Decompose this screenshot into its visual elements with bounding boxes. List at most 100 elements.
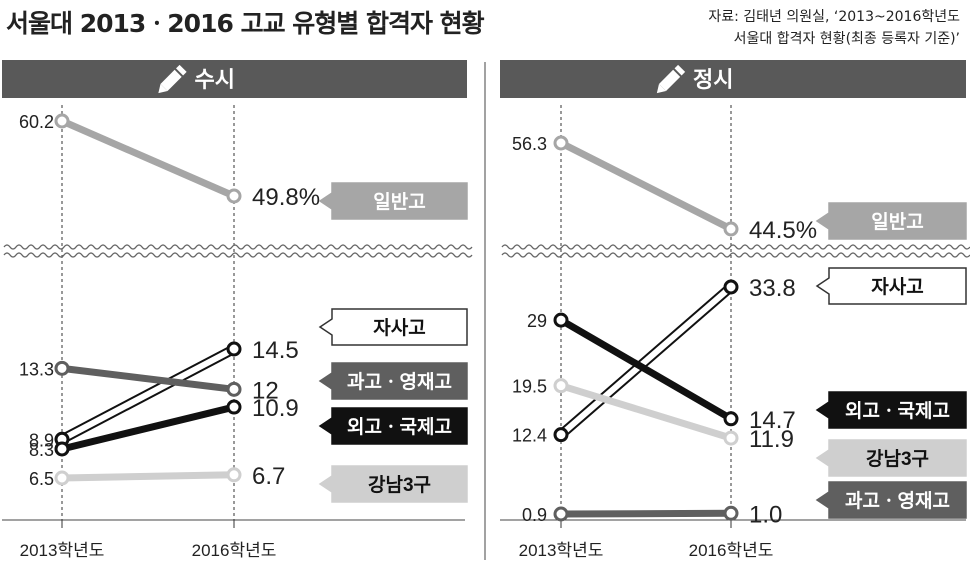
legend-label: 외고ㆍ국제고	[845, 400, 950, 422]
end-value-label: 49.8%	[252, 184, 320, 211]
end-value-label: 14.5	[252, 337, 299, 364]
series-line	[60, 346, 236, 442]
pencil-eraser	[674, 64, 686, 76]
data-point	[226, 467, 242, 483]
series-강남3구: 19.5 11.9 강남3구	[512, 377, 967, 477]
series-line	[559, 139, 733, 233]
chart-title: 서울대 2013ㆍ2016 고교 유형별 합격자 현황	[6, 9, 485, 38]
legend-label: 과고ㆍ영재고	[347, 371, 452, 393]
panel-susi: 수시 2013학년도 2016학년도 60.2 49.8% 일반고 8.9 14.5 자사고 13…	[2, 60, 473, 560]
start-value-label: 6.5	[29, 469, 54, 489]
legend-callout-box	[815, 202, 967, 240]
legend-callout-box	[815, 267, 967, 305]
panel-header	[500, 60, 966, 98]
series-line	[60, 117, 236, 200]
legend-label: 강남3구	[866, 448, 929, 470]
legend-callout-box	[318, 407, 468, 445]
axis-break-wave	[3, 244, 473, 250]
legend-callout-box	[815, 439, 967, 477]
legend-callout-box	[815, 391, 967, 429]
legend-label: 일반고	[373, 191, 425, 213]
series-외고ㆍ국제고: 8.3 10.9 외고ㆍ국제고	[29, 395, 468, 460]
legend-callout-box	[318, 308, 468, 346]
pencil-icon	[656, 64, 686, 94]
x-tick-label: 2016학년도	[192, 541, 277, 560]
legend-callout-box	[318, 362, 468, 400]
axis-break-wave	[3, 252, 473, 258]
data-point	[54, 360, 70, 376]
data-point	[723, 279, 739, 295]
data-point	[226, 341, 242, 357]
end-value-label: 11.9	[749, 426, 794, 453]
pencil-icon	[158, 64, 187, 94]
data-point	[553, 427, 569, 443]
data-point	[553, 135, 569, 151]
series-강남3구: 6.5 6.7 강남3구	[29, 463, 468, 503]
legend-label: 과고ㆍ영재고	[845, 490, 950, 512]
end-value-label: 1.0	[749, 501, 782, 528]
x-tick-label: 2013학년도	[519, 541, 604, 560]
legend-callout-box	[318, 182, 468, 220]
data-point	[54, 441, 70, 457]
pencil-body	[658, 69, 681, 92]
data-point	[553, 378, 569, 394]
start-value-label: 60.2	[19, 112, 54, 132]
data-point	[723, 505, 739, 521]
pencil-tip	[158, 83, 168, 94]
series-과고ㆍ영재고: 0.9 1.0 과고ㆍ영재고	[522, 481, 967, 528]
panel-jeongsi: 정시 2013학년도 2016학년도 56.3 44.5% 일반고 12.4 33.8 자사고 2…	[500, 60, 970, 560]
x-tick-label: 2013학년도	[20, 541, 105, 560]
data-point	[553, 506, 569, 522]
panel-title: 수시	[195, 67, 235, 92]
series-자사고: 12.4 33.8 자사고	[512, 267, 967, 446]
start-value-label: 13.3	[19, 359, 54, 379]
series-일반고: 60.2 49.8% 일반고	[19, 112, 468, 220]
start-value-label: 12.4	[512, 426, 547, 446]
end-value-label: 12	[252, 377, 279, 404]
series-line	[61, 364, 235, 393]
start-value-label: 56.3	[512, 134, 547, 154]
start-value-label: 8.9	[29, 430, 54, 450]
start-value-label: 29	[527, 311, 547, 331]
data-point	[54, 470, 70, 486]
series-line	[61, 471, 235, 482]
data-point	[226, 188, 242, 204]
series-line	[560, 509, 732, 518]
data-point	[54, 113, 70, 129]
end-value-label: 10.9	[252, 395, 299, 422]
start-value-label: 8.3	[29, 440, 54, 460]
end-value-label: 44.5%	[749, 217, 817, 244]
legend-callout-box	[815, 481, 967, 519]
data-point	[723, 221, 739, 237]
legend-label: 자사고	[373, 317, 425, 339]
axis-break-wave	[501, 252, 970, 258]
panel-title: 정시	[693, 67, 733, 92]
pencil-eraser	[176, 64, 187, 76]
legend-callout-box	[318, 465, 468, 503]
start-value-label: 0.9	[522, 505, 547, 525]
data-point	[226, 381, 242, 397]
series-line	[559, 284, 733, 437]
legend-label: 일반고	[871, 211, 923, 233]
axis-break-wave	[501, 244, 970, 250]
series-외고ㆍ국제고: 29 14.7 외고ㆍ국제고	[527, 311, 967, 434]
pencil-tip	[656, 83, 667, 94]
data-point	[723, 430, 739, 446]
end-value-label: 14.7	[749, 407, 796, 434]
data-point	[553, 312, 569, 328]
series-line	[559, 317, 733, 422]
series-line	[559, 382, 733, 442]
data-point	[723, 411, 739, 427]
series-일반고: 56.3 44.5% 일반고	[512, 134, 967, 244]
legend-label: 강남3구	[368, 474, 431, 496]
series-line	[61, 403, 235, 453]
start-value-label: 19.5	[512, 377, 547, 397]
x-tick-label: 2016학년도	[689, 541, 774, 560]
legend-label: 자사고	[871, 276, 923, 298]
source-line-2: 서울대 합격자 현황(최종 등록자 기준)’	[733, 31, 960, 47]
pencil-body	[160, 69, 182, 92]
source-note: 자료: 김태년 의원실, ‘2013~2016학년도 서울대 합격자 현황(최종…	[708, 6, 960, 50]
end-value-label: 33.8	[749, 275, 796, 302]
series-과고ㆍ영재고: 13.3 12 과고ㆍ영재고	[19, 359, 468, 404]
